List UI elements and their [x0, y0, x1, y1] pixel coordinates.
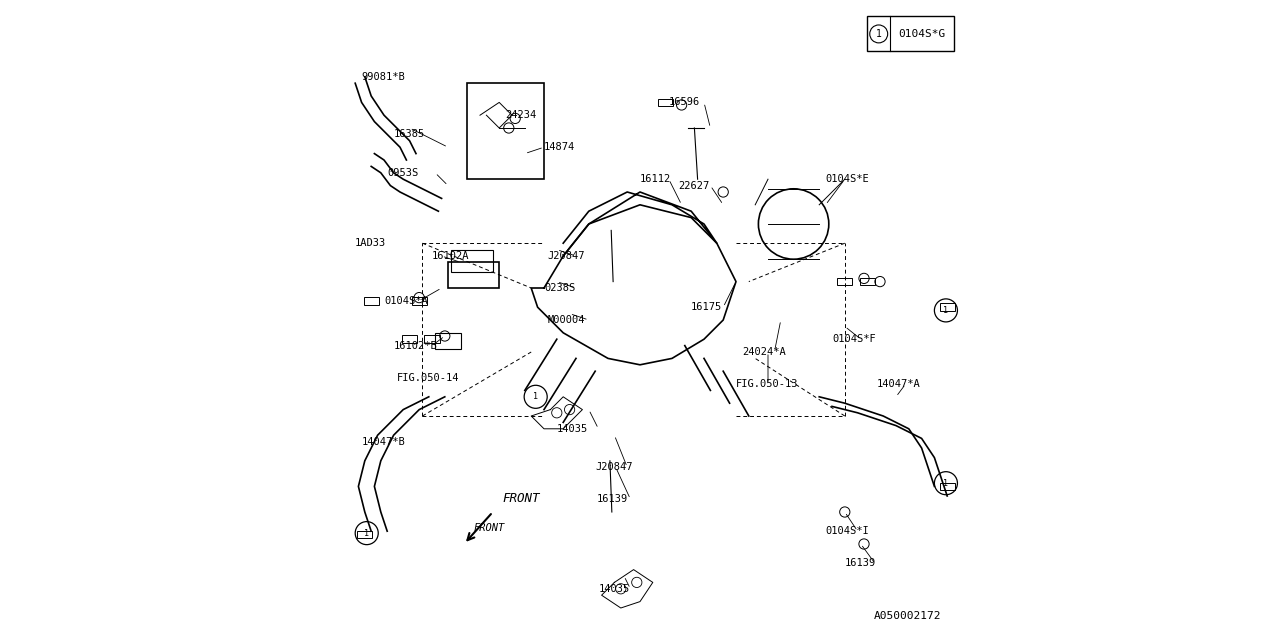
- Text: 0104S*E: 0104S*E: [826, 174, 869, 184]
- Text: 0104S*G: 0104S*G: [899, 29, 945, 39]
- Text: 22627: 22627: [678, 180, 709, 191]
- Bar: [467, 83, 544, 179]
- Text: 16175: 16175: [691, 302, 722, 312]
- Text: J20847: J20847: [548, 251, 585, 261]
- Text: 1: 1: [876, 29, 882, 39]
- Bar: [837, 278, 852, 285]
- Text: 16112: 16112: [640, 174, 671, 184]
- Text: 14035: 14035: [599, 584, 630, 594]
- Text: 1AD33: 1AD33: [356, 238, 387, 248]
- Bar: [940, 303, 955, 311]
- Text: 16385: 16385: [394, 129, 425, 140]
- Text: J20847: J20847: [595, 462, 632, 472]
- Text: M00004: M00004: [548, 315, 585, 325]
- Text: 1: 1: [943, 306, 948, 315]
- Bar: [402, 335, 417, 343]
- Bar: [435, 333, 461, 349]
- Text: 14047*B: 14047*B: [362, 436, 406, 447]
- Bar: [860, 278, 876, 285]
- Text: FRONT: FRONT: [474, 523, 504, 533]
- Text: 0238S: 0238S: [544, 283, 575, 293]
- Text: 1: 1: [365, 529, 369, 538]
- Bar: [658, 99, 673, 106]
- Bar: [448, 262, 499, 288]
- Text: 1: 1: [943, 479, 948, 488]
- Text: 24234: 24234: [506, 110, 536, 120]
- Bar: [412, 297, 428, 305]
- Text: 0104S*A: 0104S*A: [384, 296, 428, 306]
- Text: 24024*A: 24024*A: [742, 347, 786, 357]
- Bar: [425, 335, 440, 343]
- Text: 0104S*I: 0104S*I: [826, 526, 869, 536]
- Bar: [868, 16, 954, 51]
- Text: 16596: 16596: [668, 97, 700, 108]
- Text: FIG.050-14: FIG.050-14: [397, 372, 460, 383]
- Text: 99081*B: 99081*B: [362, 72, 406, 82]
- Text: 14047*A: 14047*A: [877, 379, 920, 389]
- Bar: [452, 250, 493, 272]
- Text: 14035: 14035: [557, 424, 588, 434]
- Bar: [357, 531, 372, 538]
- Text: FRONT: FRONT: [503, 492, 540, 506]
- Text: 14874: 14874: [544, 142, 575, 152]
- Text: 16139: 16139: [596, 494, 628, 504]
- Text: 16139: 16139: [845, 558, 876, 568]
- Text: 1: 1: [534, 392, 538, 401]
- Text: A050002172: A050002172: [873, 611, 941, 621]
- Bar: [940, 483, 955, 490]
- Text: 16102*B: 16102*B: [394, 340, 438, 351]
- Bar: [364, 297, 379, 305]
- Text: 0953S: 0953S: [387, 168, 419, 178]
- Text: 0104S*F: 0104S*F: [832, 334, 876, 344]
- Text: 16102A: 16102A: [433, 251, 470, 261]
- Text: FIG.050-13: FIG.050-13: [736, 379, 799, 389]
